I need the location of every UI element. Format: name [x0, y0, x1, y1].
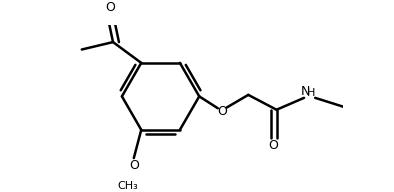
Text: H: H — [307, 88, 315, 98]
Text: N: N — [301, 85, 310, 98]
Text: O: O — [217, 105, 227, 118]
Text: O: O — [269, 139, 279, 152]
Text: CH₃: CH₃ — [117, 181, 138, 191]
Text: O: O — [105, 1, 115, 14]
Text: O: O — [130, 159, 139, 172]
